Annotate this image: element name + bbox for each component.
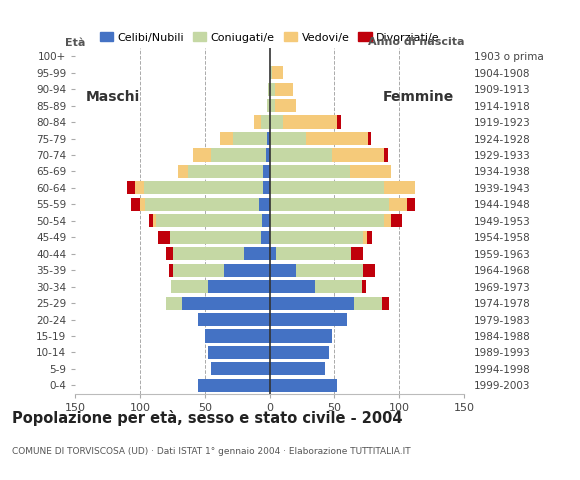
Text: Età: Età [65,38,85,48]
Bar [367,231,372,244]
Bar [135,181,144,194]
Bar [208,346,270,359]
Bar [392,214,402,228]
Bar [270,346,329,359]
Bar [270,362,325,375]
Bar [315,280,362,293]
Bar [140,198,146,211]
Bar [269,83,270,96]
Bar [267,132,270,145]
Bar [275,99,296,112]
Bar [144,181,263,194]
Bar [363,264,375,277]
Bar [270,379,337,392]
Bar [171,280,208,293]
Bar [260,116,270,129]
Bar [153,214,155,228]
Text: Anno di nascita: Anno di nascita [368,37,464,47]
Bar [270,132,306,145]
Bar [276,247,351,260]
Bar [193,148,212,162]
Bar [270,198,389,211]
Bar [188,165,263,178]
Bar [198,313,270,326]
Bar [270,247,276,260]
Bar [155,214,262,228]
Bar [337,116,341,129]
Bar [205,329,270,343]
Bar [146,198,259,211]
Bar [270,165,350,178]
Text: COMUNE DI TORVISCOSA (UD) · Dati ISTAT 1° gennaio 2004 · Elaborazione TUTTITALIA: COMUNE DI TORVISCOSA (UD) · Dati ISTAT 1… [12,447,410,456]
Bar [351,247,363,260]
Bar [270,66,272,79]
Bar [254,116,260,129]
Bar [233,132,267,145]
Bar [270,83,275,96]
Bar [354,297,382,310]
Bar [259,198,270,211]
Bar [212,148,266,162]
Bar [149,214,153,228]
Bar [384,148,387,162]
Bar [270,313,347,326]
Bar [220,132,233,145]
Bar [263,181,270,194]
Bar [362,280,365,293]
Bar [158,231,170,244]
Bar [166,247,173,260]
Bar [270,280,315,293]
Bar [407,198,415,211]
Bar [173,247,244,260]
Bar [382,297,389,310]
Bar [270,116,282,129]
Bar [266,148,270,162]
Bar [332,148,384,162]
Bar [296,264,363,277]
Bar [270,231,363,244]
Bar [260,231,270,244]
Bar [224,264,270,277]
Text: Popolazione per età, sesso e stato civile - 2004: Popolazione per età, sesso e stato civil… [12,410,402,426]
Bar [208,280,270,293]
Bar [389,198,407,211]
Bar [244,247,270,260]
Bar [212,362,270,375]
Bar [270,264,296,277]
Bar [270,297,354,310]
Bar [368,132,371,145]
Bar [363,231,367,244]
Bar [384,214,392,228]
Bar [275,83,293,96]
Bar [198,379,270,392]
Bar [263,165,270,178]
Bar [270,214,384,228]
Bar [267,99,270,112]
Legend: Celibi/Nubili, Coniugati/e, Vedovi/e, Divorziati/e: Celibi/Nubili, Coniugati/e, Vedovi/e, Di… [95,28,444,47]
Text: Femmine: Femmine [382,90,454,104]
Bar [177,165,188,178]
Bar [270,181,384,194]
Text: Maschi: Maschi [86,90,140,104]
Bar [384,181,415,194]
Bar [166,297,182,310]
Bar [170,231,260,244]
Bar [131,198,140,211]
Bar [272,66,282,79]
Bar [306,132,368,145]
Bar [270,99,275,112]
Bar [350,165,392,178]
Bar [182,297,270,310]
Bar [127,181,135,194]
Bar [173,264,224,277]
Bar [270,329,332,343]
Bar [262,214,270,228]
Bar [169,264,173,277]
Bar [270,148,332,162]
Bar [282,116,337,129]
